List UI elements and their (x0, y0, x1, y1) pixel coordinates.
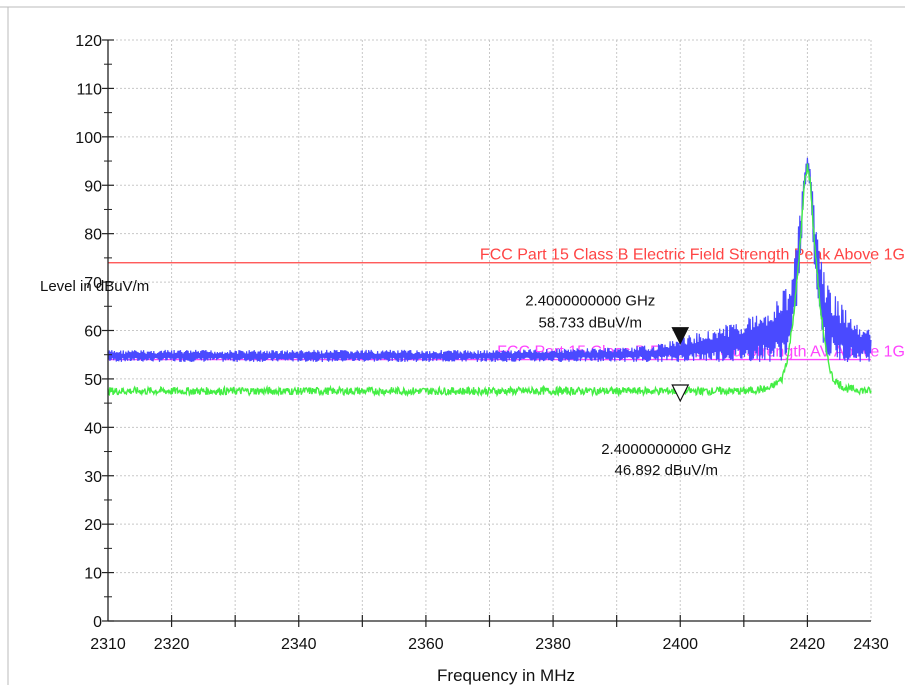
marker-peak-frequency: 2.4000000000 GHz (525, 293, 655, 310)
axes (102, 39, 871, 627)
x-tick-label: 2380 (535, 636, 571, 653)
trace-average (107, 163, 872, 398)
y-tick-label: 120 (75, 33, 102, 50)
y-tick-label: 30 (84, 469, 102, 486)
y-tick-label: 80 (84, 227, 102, 244)
marker-average-value: 46.892 dBuV/m (615, 462, 718, 479)
trace-peak (107, 157, 872, 363)
traces (107, 157, 872, 398)
x-tick-label: 2360 (408, 636, 444, 653)
tick-labels: 0 10 20 30 40 50 60 70 80 90 100 110 120 2310 2320 2340… (75, 33, 889, 653)
y-tick-label: 100 (75, 130, 102, 147)
y-tick-label: 40 (84, 420, 102, 437)
y-tick-label: 90 (84, 178, 102, 195)
markers: 2.4000000000 GHz 58.733 dBuV/m 2.400000000… (525, 293, 731, 479)
marker-peak-value: 58.733 dBuV/m (539, 315, 642, 332)
y-tick-label: 10 (84, 566, 102, 583)
marker-peak-icon (671, 327, 690, 345)
y-tick-label: 70 (84, 275, 102, 292)
x-tick-label: 2320 (154, 636, 190, 653)
x-axis-label: Frequency in MHz (437, 666, 575, 685)
y-tick-label: 60 (84, 324, 102, 341)
x-tick-label: 2310 (90, 636, 126, 653)
grid (108, 39, 872, 621)
marker-average-frequency: 2.4000000000 GHz (601, 441, 731, 458)
x-tick-label: 2420 (790, 636, 826, 653)
y-axis-label: Level in dBuV/m (40, 278, 149, 295)
limit-line-label: FCC Part 15 Class B Electric Field Stren… (480, 247, 905, 264)
marker-average-icon (671, 384, 690, 403)
x-tick-label: 2340 (281, 636, 317, 653)
y-tick-label: 50 (84, 372, 102, 389)
y-tick-label: 0 (93, 614, 102, 631)
x-tick-label: 2430 (853, 636, 889, 653)
y-tick-label: 20 (84, 517, 102, 534)
x-tick-label: 2400 (662, 636, 698, 653)
y-tick-label: 110 (76, 81, 102, 98)
